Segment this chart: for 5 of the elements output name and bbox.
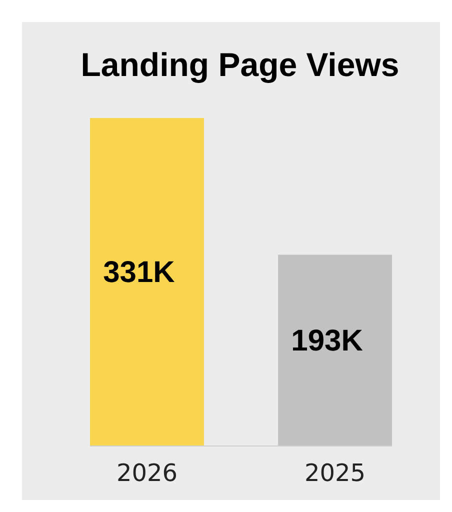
chart-title: Landing Page Views <box>80 46 400 83</box>
data-label: 193K <box>291 324 364 358</box>
x-tick-label: 2025 <box>304 459 366 488</box>
data-label: 331K <box>103 256 176 289</box>
x-tick-label: 2026 <box>116 459 178 488</box>
